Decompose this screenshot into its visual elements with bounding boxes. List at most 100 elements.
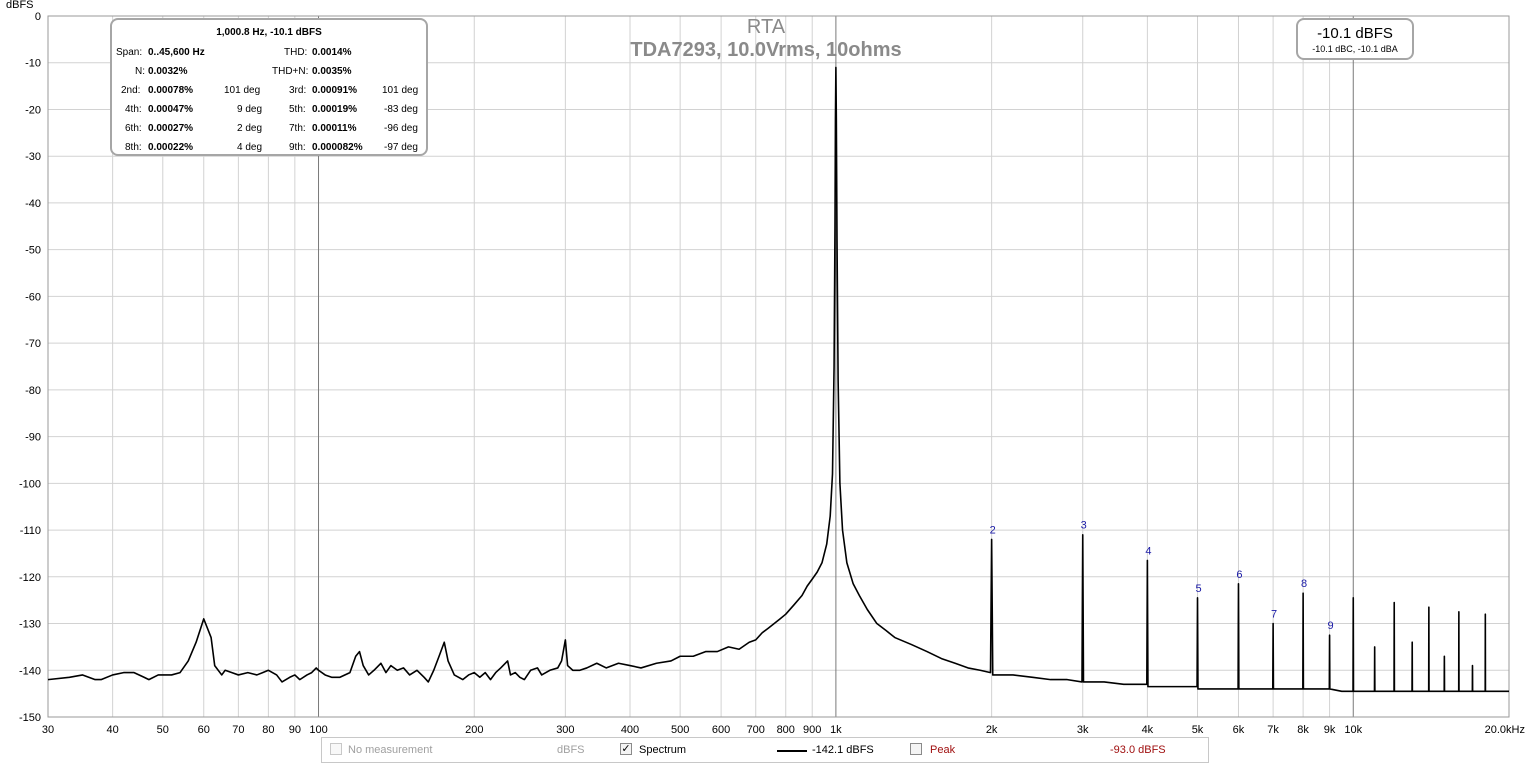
chart-subtitle: TDA7293, 10.0Vrms, 10ohms bbox=[630, 39, 901, 61]
x-tick-label: 10k bbox=[1344, 724, 1362, 735]
x-tick-label: 100 bbox=[309, 724, 327, 735]
h6-value: 0.00027% bbox=[148, 123, 194, 134]
x-tick-label: 5k bbox=[1192, 724, 1204, 735]
span-label: Span: bbox=[116, 47, 143, 58]
no-measurement-unit: dBFS bbox=[557, 744, 585, 756]
noise-label: N: bbox=[135, 66, 145, 77]
harmonic-markers: 2 3 4 5 6 7 8 9 bbox=[990, 520, 1334, 632]
x-tick-label: 7k bbox=[1267, 724, 1279, 735]
span-value: 0..45,600 Hz bbox=[148, 47, 205, 58]
spectrum-label: Spectrum bbox=[639, 744, 687, 756]
y-tick-label: -10 bbox=[25, 58, 41, 70]
h7-value: 0.00011% bbox=[312, 123, 357, 134]
y-tick-label: -110 bbox=[20, 525, 41, 537]
check-mark-icon: ✓ bbox=[621, 743, 631, 755]
y-tick-labels: 0 -10 -20 -30 -40 -50 -60 -70 -80 -90 -100 -110 -120… bbox=[19, 11, 41, 724]
no-measurement-checkbox[interactable] bbox=[330, 743, 342, 755]
harmonic-label: 4 bbox=[1145, 545, 1151, 557]
y-tick-label: -70 bbox=[25, 338, 41, 350]
peak-label: Peak bbox=[930, 744, 956, 756]
level-readout-panel: -10.1 dBFS -10.1 dBC, -10.1 dBA bbox=[1296, 18, 1414, 60]
y-tick-label: -120 bbox=[19, 572, 41, 584]
h2-value: 0.00078% bbox=[148, 85, 194, 96]
h2-phase: 101 deg bbox=[224, 85, 261, 96]
x-tick-label: 90 bbox=[289, 724, 301, 735]
h6-phase: 2 deg bbox=[237, 123, 263, 134]
y-tick-label: -100 bbox=[19, 478, 41, 490]
spectrum-checkbox[interactable]: ✓ bbox=[620, 743, 632, 755]
y-tick-label: -50 bbox=[25, 245, 41, 257]
harmonic-label: 2 bbox=[990, 524, 996, 536]
thd-label: THD: bbox=[284, 47, 308, 58]
harmonic-label: 3 bbox=[1081, 520, 1087, 532]
x-tick-label: 1k bbox=[830, 724, 842, 735]
h8-value: 0.00022% bbox=[148, 142, 194, 153]
x-tick-labels: 30 40 50 60 70 80 90 100 200 300 400 500 600 700 800 90… bbox=[42, 724, 1525, 735]
h5-value: 0.00019% bbox=[312, 104, 358, 115]
x-tick-label: 20.0kHz bbox=[1485, 724, 1525, 735]
h3-phase: 101 deg bbox=[382, 85, 419, 96]
x-tick-label: 200 bbox=[465, 724, 483, 735]
y-axis-label: dBFS bbox=[6, 0, 34, 11]
chart-title: RTA bbox=[747, 16, 786, 38]
x-tick-label: 60 bbox=[198, 724, 210, 735]
noise-value: 0.0032% bbox=[148, 66, 188, 77]
x-tick-label: 500 bbox=[671, 724, 689, 735]
h3-label: 3rd: bbox=[289, 85, 307, 96]
y-tick-label: 0 bbox=[35, 11, 41, 23]
x-tick-label: 300 bbox=[556, 724, 574, 735]
x-tick-label: 50 bbox=[157, 724, 169, 735]
y-tick-label: -60 bbox=[25, 291, 41, 303]
spectrum-series-line bbox=[47, 66, 1509, 693]
h4-value: 0.00047% bbox=[148, 104, 194, 115]
plot-area bbox=[47, 15, 1510, 718]
thdn-label: THD+N: bbox=[272, 66, 309, 77]
distortion-info-panel: 1,000.8 Hz, -10.1 dBFS Span: 0..45,600 H… bbox=[110, 18, 428, 156]
y-tick-label: -150 bbox=[19, 712, 41, 724]
level-main: -10.1 dBFS bbox=[1317, 25, 1393, 42]
h5-phase: -83 deg bbox=[384, 104, 418, 115]
harmonic-label: 9 bbox=[1328, 620, 1334, 632]
y-tick-label: -30 bbox=[25, 151, 41, 163]
y-tick-label: -140 bbox=[19, 665, 41, 677]
h9-value: 0.000082% bbox=[312, 142, 363, 153]
x-tick-label: 900 bbox=[803, 724, 821, 735]
h4-phase: 9 deg bbox=[237, 104, 263, 115]
level-sub: -10.1 dBC, -10.1 dBA bbox=[1312, 44, 1398, 54]
chart-grid bbox=[47, 15, 1510, 718]
x-tick-label: 800 bbox=[777, 724, 795, 735]
x-tick-label: 3k bbox=[1077, 724, 1089, 735]
legend-bar: No measurement dBFS ✓ Spectrum -142.1 dB… bbox=[321, 737, 1209, 763]
h8-phase: 4 deg bbox=[237, 142, 263, 153]
h2-label: 2nd: bbox=[121, 85, 141, 96]
x-tick-label: 30 bbox=[42, 724, 54, 735]
y-tick-label: -20 bbox=[25, 104, 41, 116]
h8-label: 8th: bbox=[125, 142, 142, 153]
y-tick-label: -90 bbox=[25, 432, 41, 444]
x-tick-label: 40 bbox=[107, 724, 119, 735]
h9-phase: -97 deg bbox=[384, 142, 418, 153]
rta-chart: dBFS 0 -10 -20 -30 -40 -50 -60 -70 -80 -90 -100 -11… bbox=[6, 0, 1525, 735]
thd-value: 0.0014% bbox=[312, 47, 352, 58]
h5-label: 5th: bbox=[289, 104, 306, 115]
series-group bbox=[47, 66, 1509, 693]
x-tick-label: 8k bbox=[1297, 724, 1309, 735]
harmonic-label: 6 bbox=[1236, 569, 1242, 581]
x-tick-label: 2k bbox=[986, 724, 998, 735]
spectrum-value: -142.1 dBFS bbox=[812, 744, 874, 756]
info-header: 1,000.8 Hz, -10.1 dBFS bbox=[216, 27, 322, 38]
peak-checkbox[interactable] bbox=[910, 743, 922, 755]
x-tick-label: 80 bbox=[262, 724, 274, 735]
x-tick-label: 700 bbox=[747, 724, 765, 735]
h7-label: 7th: bbox=[289, 123, 306, 134]
y-tick-label: -40 bbox=[25, 198, 41, 210]
peak-value: -93.0 dBFS bbox=[1110, 744, 1166, 756]
x-tick-label: 4k bbox=[1142, 724, 1154, 735]
x-tick-label: 6k bbox=[1233, 724, 1245, 735]
h9-label: 9th: bbox=[289, 142, 306, 153]
x-tick-label: 70 bbox=[232, 724, 244, 735]
y-tick-label: -130 bbox=[19, 619, 41, 631]
h6-label: 6th: bbox=[125, 123, 142, 134]
no-measurement-label: No measurement bbox=[348, 744, 433, 756]
h4-label: 4th: bbox=[125, 104, 142, 115]
